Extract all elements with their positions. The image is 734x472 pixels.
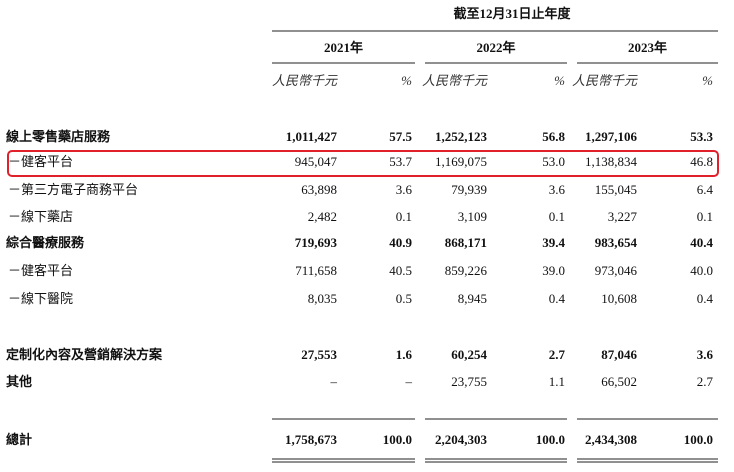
cell-value: 3.6 xyxy=(549,182,566,197)
cell-value: 0.1 xyxy=(697,209,713,224)
cell-value: 40.5 xyxy=(389,263,412,278)
cell-value: 40.0 xyxy=(690,263,713,278)
cell-value: 1.1 xyxy=(549,374,565,389)
row-label: 綜合醫療服務 xyxy=(6,235,85,250)
cell-value: 79,939 xyxy=(451,182,487,197)
cell-value: 1,252,123 xyxy=(435,129,488,144)
cell-value: 39.0 xyxy=(542,263,565,278)
cell-value: 3,227 xyxy=(608,209,638,224)
year-header: 2021年 xyxy=(324,40,363,55)
cell-value: 10,608 xyxy=(601,291,637,306)
cell-value: 1.6 xyxy=(396,347,413,362)
cell-value: – xyxy=(405,374,413,389)
highlight-box xyxy=(7,150,719,177)
year-header: 2023年 xyxy=(628,40,667,55)
row-label: 總計 xyxy=(6,432,32,447)
cell-value: 1,011,427 xyxy=(286,129,338,144)
cell-value: 6.4 xyxy=(697,182,714,197)
cell-value: 2,482 xyxy=(308,209,337,224)
cell-value: 868,171 xyxy=(445,235,487,250)
cell-value: 56.8 xyxy=(542,129,565,144)
cell-value: 945,047 xyxy=(295,154,338,169)
cell-value: 1,169,075 xyxy=(435,154,487,169)
cell-value: 0.4 xyxy=(697,291,714,306)
cell-value: 100.0 xyxy=(684,432,713,447)
year-header: 2022年 xyxy=(476,40,515,55)
cell-value: 0.5 xyxy=(396,291,412,306)
cell-value: 8,945 xyxy=(458,291,487,306)
row-label: －健客平台 xyxy=(8,154,73,169)
cell-value: 87,046 xyxy=(601,347,637,362)
cell-value: 1,758,673 xyxy=(285,432,338,447)
cell-value: 2,204,303 xyxy=(435,432,488,447)
cell-value: 46.8 xyxy=(690,154,713,169)
row-label: －健客平台 xyxy=(8,263,73,278)
cell-value: 40.9 xyxy=(389,235,412,250)
row-label: 定制化內容及營銷解決方案 xyxy=(5,347,163,362)
cell-value: 66,502 xyxy=(601,374,637,389)
percent-header: % xyxy=(702,73,713,88)
unit-header: 人民幣千元 xyxy=(572,73,638,88)
cell-value: 53.3 xyxy=(690,129,713,144)
row-label: 其他 xyxy=(6,374,32,389)
cell-value: 155,045 xyxy=(595,182,637,197)
cell-value: 3.6 xyxy=(396,182,413,197)
cell-value: 53.0 xyxy=(542,154,565,169)
cell-value: 2.7 xyxy=(549,347,566,362)
row-label: －第三方電子商務平台 xyxy=(8,182,138,197)
cell-value: 3,109 xyxy=(458,209,487,224)
unit-header: 人民幣千元 xyxy=(272,73,338,88)
cell-value: 60,254 xyxy=(451,347,487,362)
cell-value: 3.6 xyxy=(697,347,714,362)
cell-value: 0.1 xyxy=(396,209,412,224)
cell-value: 8,035 xyxy=(308,291,337,306)
cell-value: 1,297,106 xyxy=(585,129,638,144)
cell-value: 40.4 xyxy=(690,235,713,250)
cell-value: 23,755 xyxy=(451,374,487,389)
cell-value: 63,898 xyxy=(301,182,337,197)
cell-value: 57.5 xyxy=(389,129,412,144)
row-label: －線下醫院 xyxy=(8,291,73,306)
cell-value: 0.1 xyxy=(549,209,565,224)
cell-value: 53.7 xyxy=(389,154,412,169)
cell-value: 983,654 xyxy=(595,235,638,250)
row-label: －線下藥店 xyxy=(8,209,73,224)
unit-header: 人民幣千元 xyxy=(422,73,488,88)
cell-value: 719,693 xyxy=(295,235,338,250)
cell-value: 100.0 xyxy=(536,432,565,447)
period-header: 截至12月31日止年度 xyxy=(453,6,571,21)
cell-value: 973,046 xyxy=(595,263,638,278)
cell-value: 39.4 xyxy=(542,235,565,250)
cell-value: 27,553 xyxy=(301,347,337,362)
percent-header: % xyxy=(401,73,412,88)
cell-value: 2,434,308 xyxy=(585,432,638,447)
row-label: 線上零售藥店服務 xyxy=(6,129,111,144)
cell-value: – xyxy=(330,374,338,389)
cell-value: 859,226 xyxy=(445,263,488,278)
cell-value: 1,138,834 xyxy=(585,154,638,169)
cell-value: 0.4 xyxy=(549,291,566,306)
cell-value: 711,658 xyxy=(295,263,337,278)
cell-value: 2.7 xyxy=(697,374,714,389)
cell-value: 100.0 xyxy=(383,432,412,447)
percent-header: % xyxy=(554,73,565,88)
